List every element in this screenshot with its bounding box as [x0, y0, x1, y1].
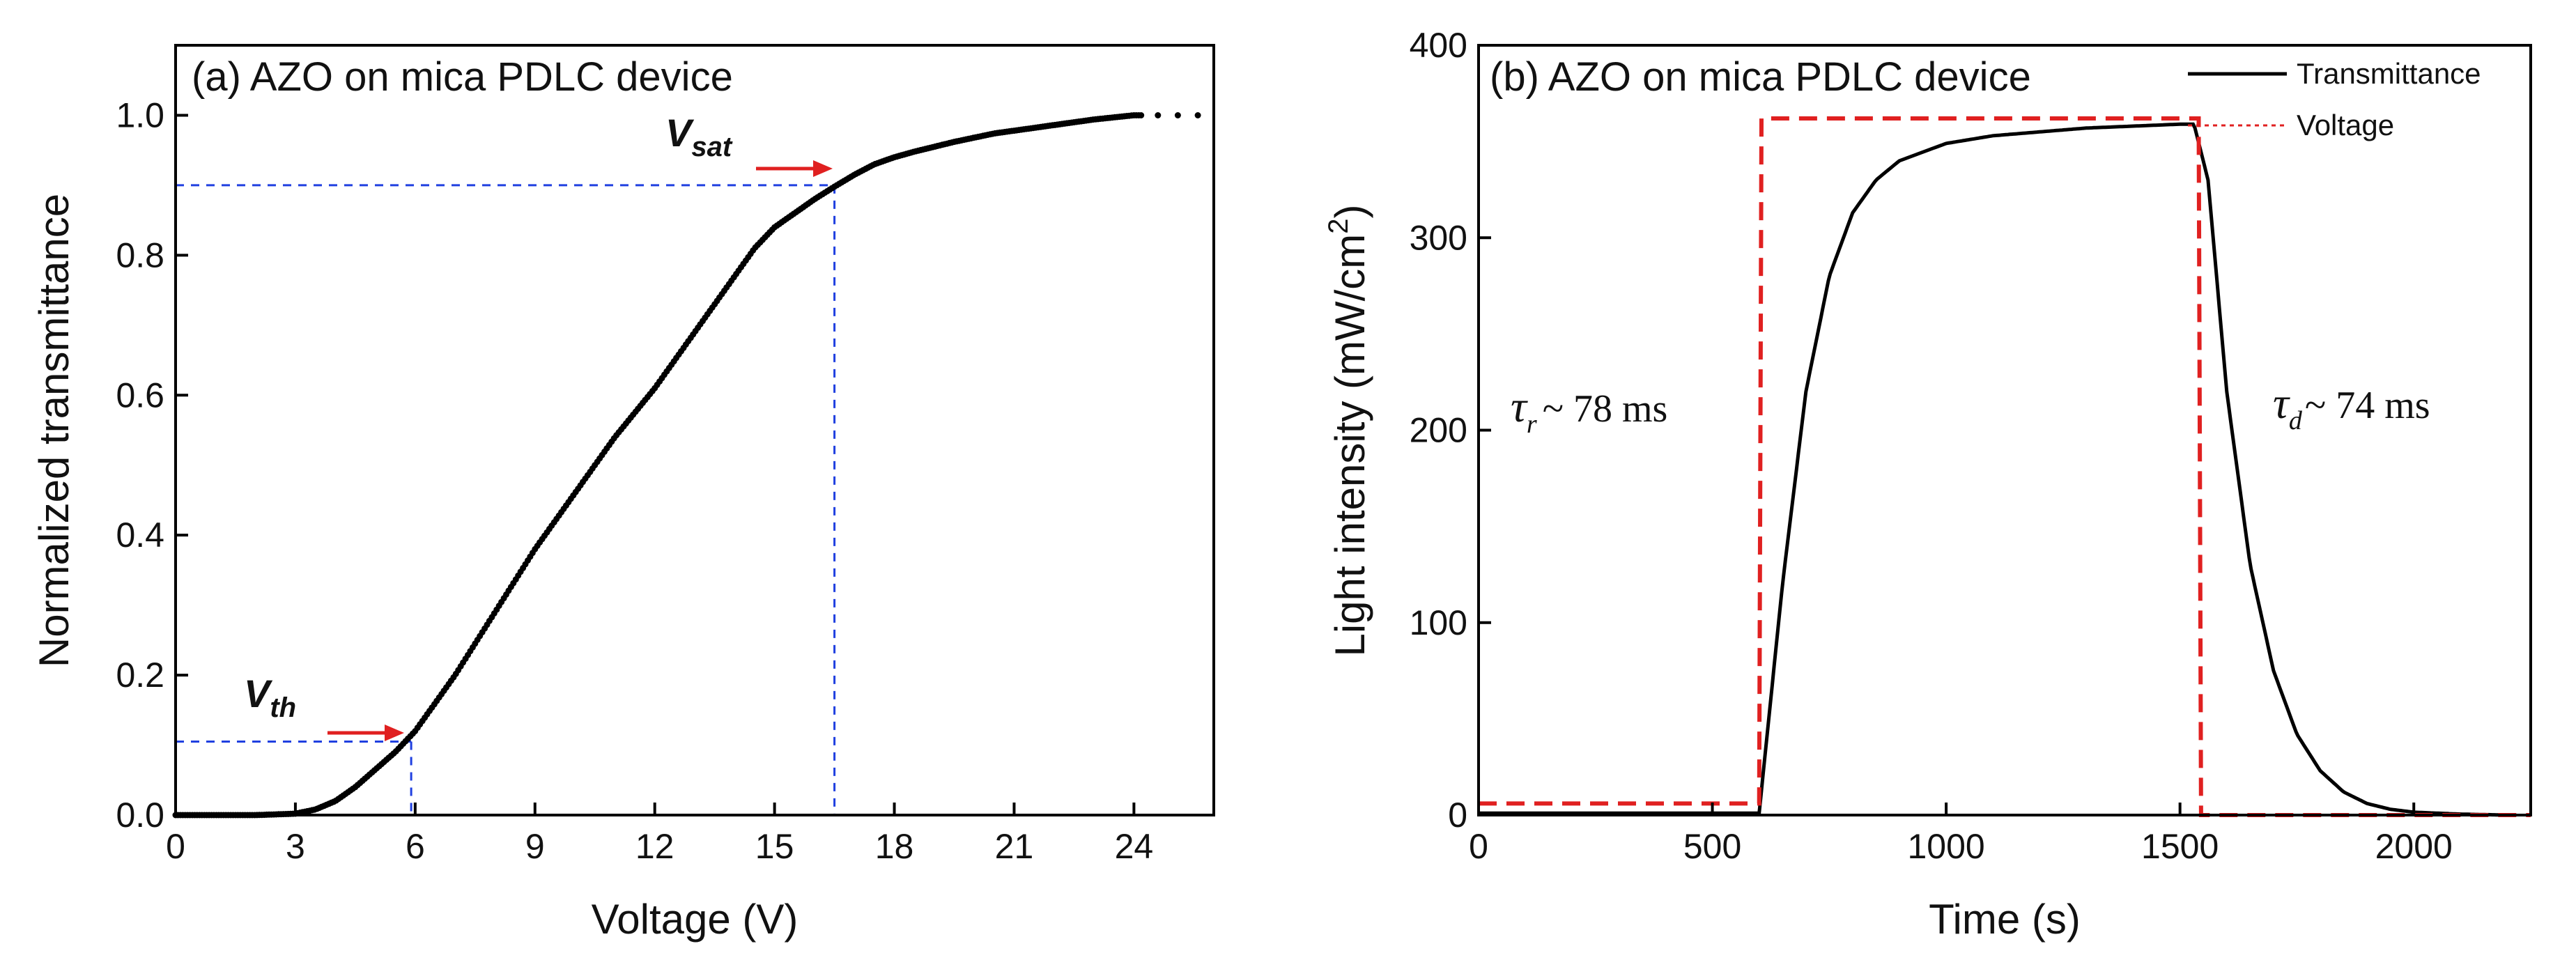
- panel-b-x-title: Time (s): [1929, 896, 2081, 943]
- panel-a-y-tick-label: 0.6: [116, 375, 164, 415]
- panel-b-x-tick-label: 2000: [2375, 827, 2453, 866]
- panel-b-x-tick-label: 1000: [1907, 827, 1984, 866]
- panel-b-x-tick-label: 500: [1683, 827, 1741, 866]
- series-voltage: [1479, 116, 2531, 817]
- panel-b: 0 500 1000 1500 2000 0 100 200 300 400 (b) AZO on…: [1323, 26, 2532, 943]
- tau-r-annotation: τr ~ 78 ms: [1511, 382, 1667, 439]
- panel-b-y-tick-label: 0: [1448, 796, 1467, 835]
- panel-a-x-tick-label: 21: [995, 827, 1034, 866]
- data-point: [1138, 112, 1145, 118]
- panel-b-y-tick-label: 300: [1410, 218, 1467, 257]
- vsat-label: Vsat: [665, 111, 733, 162]
- panel-a: 0 3 6 9 12 15 18 21 24 0.0 0.2 0.4 0.6 0.8 1.0 (a) AZO…: [31, 44, 1215, 943]
- panel-a-ticks: 0 3 6 9 12 15 18 21 24 0.0 0.2 0.4 0.6 0.8 1.0: [116, 95, 1153, 866]
- data-point: [1155, 112, 1162, 118]
- legend-voltage-label: Voltage: [2297, 109, 2394, 141]
- vth-arrow: [327, 725, 404, 741]
- panel-b-x-tick-label: 0: [1469, 827, 1488, 866]
- panel-b-ticks: 0 500 1000 1500 2000 0 100 200 300 400: [1410, 26, 2453, 866]
- panel-a-y-tick-label: 0.4: [116, 516, 164, 555]
- panel-a-y-title: Normalized transmittance: [31, 194, 77, 667]
- panel-b-data: [1479, 116, 2531, 817]
- vth-label: Vth: [244, 672, 296, 723]
- data-point: [1194, 112, 1201, 118]
- panel-a-data: [172, 112, 1201, 819]
- panel-a-guides: [176, 184, 836, 815]
- series-transmittance: [1479, 122, 2511, 817]
- panel-b-y-tick-label: 400: [1410, 26, 1467, 65]
- panel-b-title: (b) AZO on mica PDLC device: [1490, 54, 2031, 100]
- panel-a-x-tick-label: 3: [286, 827, 305, 866]
- panel-b-legend: Transmittance Voltage: [2188, 57, 2481, 141]
- panel-a-y-tick-label: 0.8: [116, 235, 164, 274]
- panel-a-y-tick-label: 0.2: [116, 656, 164, 695]
- panel-a-title: (a) AZO on mica PDLC device: [192, 54, 733, 100]
- panel-a-x-tick-label: 6: [406, 827, 425, 866]
- panel-a-x-tick-label: 12: [635, 827, 674, 866]
- panel-a-y-tick-label: 0.0: [116, 796, 164, 835]
- panel-a-x-tick-label: 0: [166, 827, 185, 866]
- tau-d-annotation: τd~ 74 ms: [2273, 378, 2430, 435]
- panel-a-x-tick-label: 24: [1115, 827, 1154, 866]
- panel-a-frame: [174, 44, 1215, 816]
- data-point: [1174, 112, 1181, 118]
- panel-b-y-title: Light intensity (mW/cm2): [1323, 204, 1373, 656]
- panel-b-y-tick-label: 100: [1410, 603, 1467, 642]
- panel-a-x-tick-label: 18: [875, 827, 914, 866]
- panel-a-x-tick-label: 15: [755, 827, 794, 866]
- panel-a-x-title: Voltage (V): [592, 896, 799, 943]
- legend-transmittance-label: Transmittance: [2297, 57, 2481, 90]
- panel-b-x-tick-label: 1500: [2141, 827, 2219, 866]
- panel-b-y-tick-label: 200: [1410, 411, 1467, 450]
- panel-a-y-tick-label: 1.0: [116, 95, 164, 134]
- panel-a-x-tick-label: 9: [525, 827, 545, 866]
- vsat-arrow: [756, 160, 833, 177]
